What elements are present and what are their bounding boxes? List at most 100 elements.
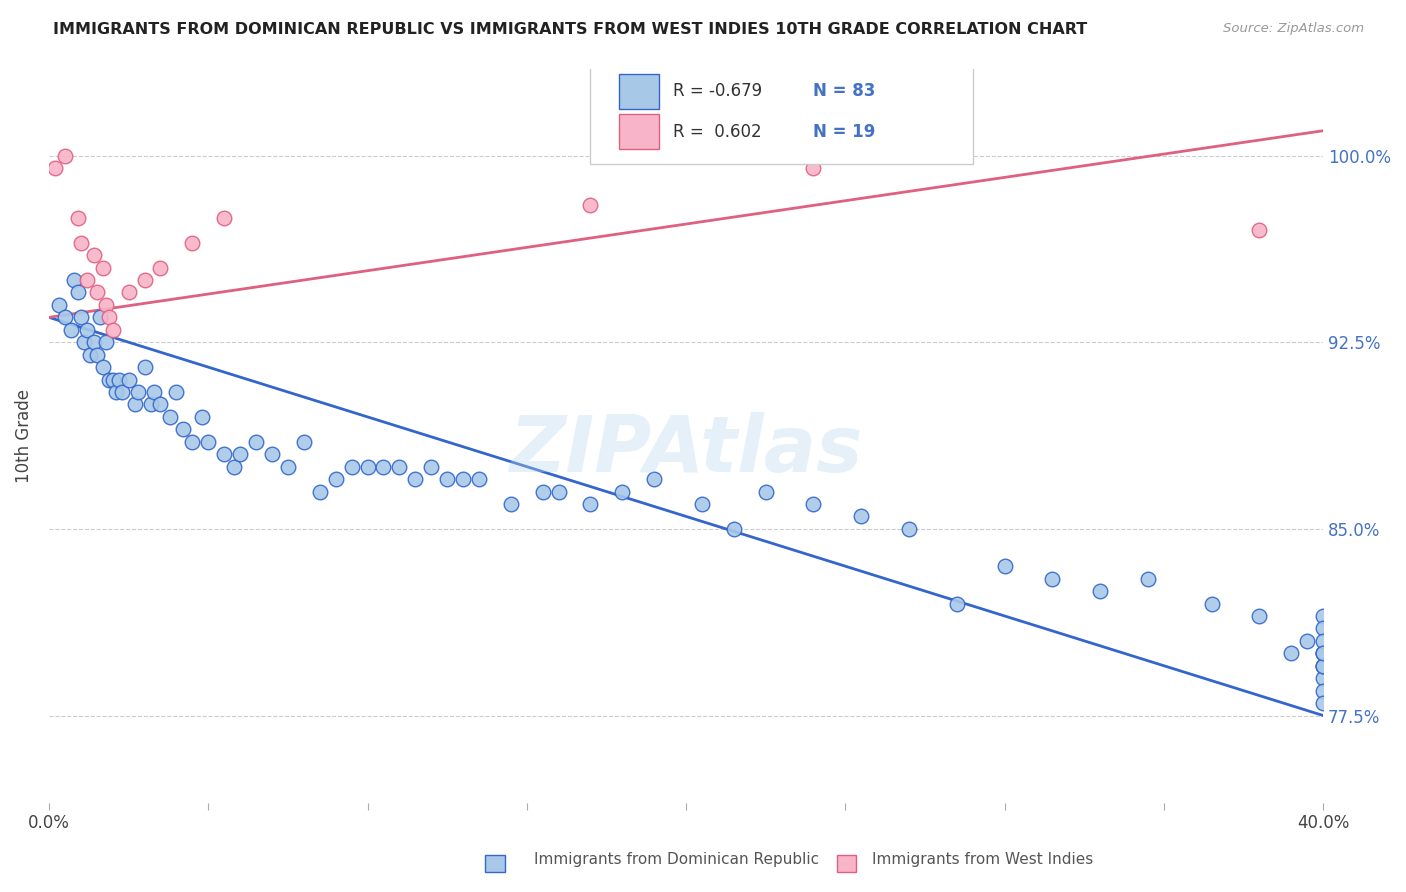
Point [149,260,172,275]
Point [159,409,181,424]
Point [898,522,921,536]
Point [69,235,91,250]
Text: ZIPAtlas: ZIPAtlas [509,412,863,488]
Text: Immigrants from Dominican Republic: Immigrants from Dominican Republic [534,852,820,867]
Point [803,161,825,175]
Text: R =  0.602: R = 0.602 [673,123,762,141]
Point [111,384,134,399]
Point [127,384,149,399]
Text: R = -0.679: R = -0.679 [673,82,762,100]
Point [1312,696,1334,710]
Point [1296,633,1319,648]
Point [340,459,363,474]
Text: Source: ZipAtlas.com: Source: ZipAtlas.com [1223,22,1364,36]
Point [373,459,395,474]
Y-axis label: 10th Grade: 10th Grade [15,389,32,483]
Point [994,559,1017,574]
Point [1249,609,1271,624]
Point [499,497,522,511]
Point [690,497,713,511]
Point [181,434,204,449]
Point [66,211,89,225]
Point [277,459,299,474]
Point [1249,223,1271,237]
Point [134,360,156,375]
Point [66,285,89,300]
Point [1312,646,1334,660]
Point [79,348,101,362]
Point [91,260,114,275]
Point [260,447,283,461]
Point [98,310,121,325]
Point [101,373,124,387]
Point [356,459,378,474]
Point [547,484,569,499]
Point [91,360,114,375]
Point [117,285,139,300]
Point [1312,671,1334,685]
FancyBboxPatch shape [591,54,973,164]
Point [1040,572,1063,586]
Point [86,348,108,362]
Point [1312,646,1334,660]
Point [1088,584,1111,599]
Point [83,335,105,350]
Point [96,298,118,312]
Point [946,597,969,611]
Point [76,323,98,337]
Point [101,323,124,337]
Point [1312,646,1334,660]
Point [643,472,665,486]
Point [181,235,204,250]
Point [197,434,219,449]
Point [86,285,108,300]
Point [308,484,330,499]
Point [851,509,873,524]
Point [292,434,315,449]
Text: N = 19: N = 19 [814,123,876,141]
Point [212,211,235,225]
Point [63,273,86,287]
Point [579,198,602,212]
Point [1312,658,1334,673]
Point [134,273,156,287]
Point [579,497,602,511]
Point [612,484,634,499]
Point [451,472,474,486]
FancyBboxPatch shape [619,74,659,109]
Point [53,148,76,162]
Text: IMMIGRANTS FROM DOMINICAN REPUBLIC VS IMMIGRANTS FROM WEST INDIES 10TH GRADE COR: IMMIGRANTS FROM DOMINICAN REPUBLIC VS IM… [53,22,1088,37]
Point [1312,658,1334,673]
Point [325,472,347,486]
Point [1136,572,1159,586]
Text: Immigrants from West Indies: Immigrants from West Indies [872,852,1092,867]
Point [98,373,121,387]
Point [531,484,554,499]
Point [139,397,162,411]
Point [803,497,825,511]
Point [229,447,252,461]
Point [69,310,91,325]
Point [83,248,105,262]
Point [1312,683,1334,698]
Point [172,422,194,436]
Point [96,335,118,350]
Point [44,161,66,175]
Point [124,397,146,411]
Point [436,472,458,486]
Point [60,323,83,337]
Point [149,397,172,411]
Point [143,384,166,399]
Point [245,434,267,449]
Point [212,447,235,461]
Point [1312,609,1334,624]
Point [191,409,214,424]
Point [404,472,426,486]
Point [420,459,443,474]
Point [468,472,491,486]
Point [1279,646,1302,660]
FancyBboxPatch shape [619,114,659,149]
Point [222,459,245,474]
Point [53,310,76,325]
Point [1312,658,1334,673]
